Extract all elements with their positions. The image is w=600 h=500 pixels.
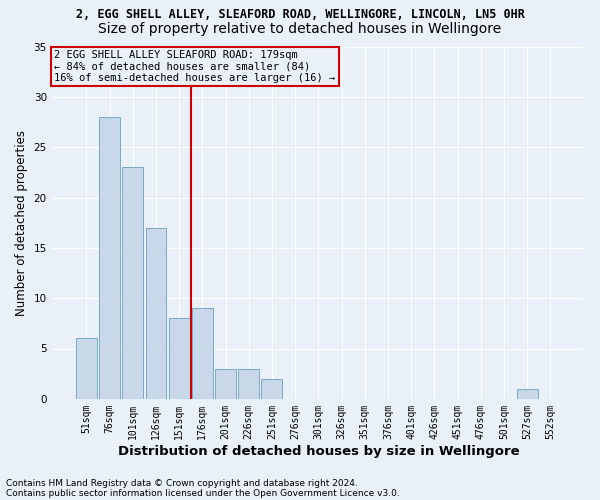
- Bar: [146, 228, 166, 399]
- Bar: [122, 168, 143, 399]
- Text: Size of property relative to detached houses in Wellingore: Size of property relative to detached ho…: [98, 22, 502, 36]
- Bar: [215, 368, 236, 399]
- Bar: [76, 338, 97, 399]
- Text: Contains public sector information licensed under the Open Government Licence v3: Contains public sector information licen…: [6, 488, 400, 498]
- Bar: [99, 117, 120, 399]
- Text: Contains HM Land Registry data © Crown copyright and database right 2024.: Contains HM Land Registry data © Crown c…: [6, 478, 358, 488]
- X-axis label: Distribution of detached houses by size in Wellingore: Distribution of detached houses by size …: [118, 444, 519, 458]
- Bar: [169, 318, 190, 399]
- Bar: [262, 378, 283, 399]
- Bar: [238, 368, 259, 399]
- Y-axis label: Number of detached properties: Number of detached properties: [15, 130, 28, 316]
- Text: 2, EGG SHELL ALLEY, SLEAFORD ROAD, WELLINGORE, LINCOLN, LN5 0HR: 2, EGG SHELL ALLEY, SLEAFORD ROAD, WELLI…: [76, 8, 524, 20]
- Text: 2 EGG SHELL ALLEY SLEAFORD ROAD: 179sqm
← 84% of detached houses are smaller (84: 2 EGG SHELL ALLEY SLEAFORD ROAD: 179sqm …: [55, 50, 335, 83]
- Bar: [517, 389, 538, 399]
- Bar: [192, 308, 213, 399]
